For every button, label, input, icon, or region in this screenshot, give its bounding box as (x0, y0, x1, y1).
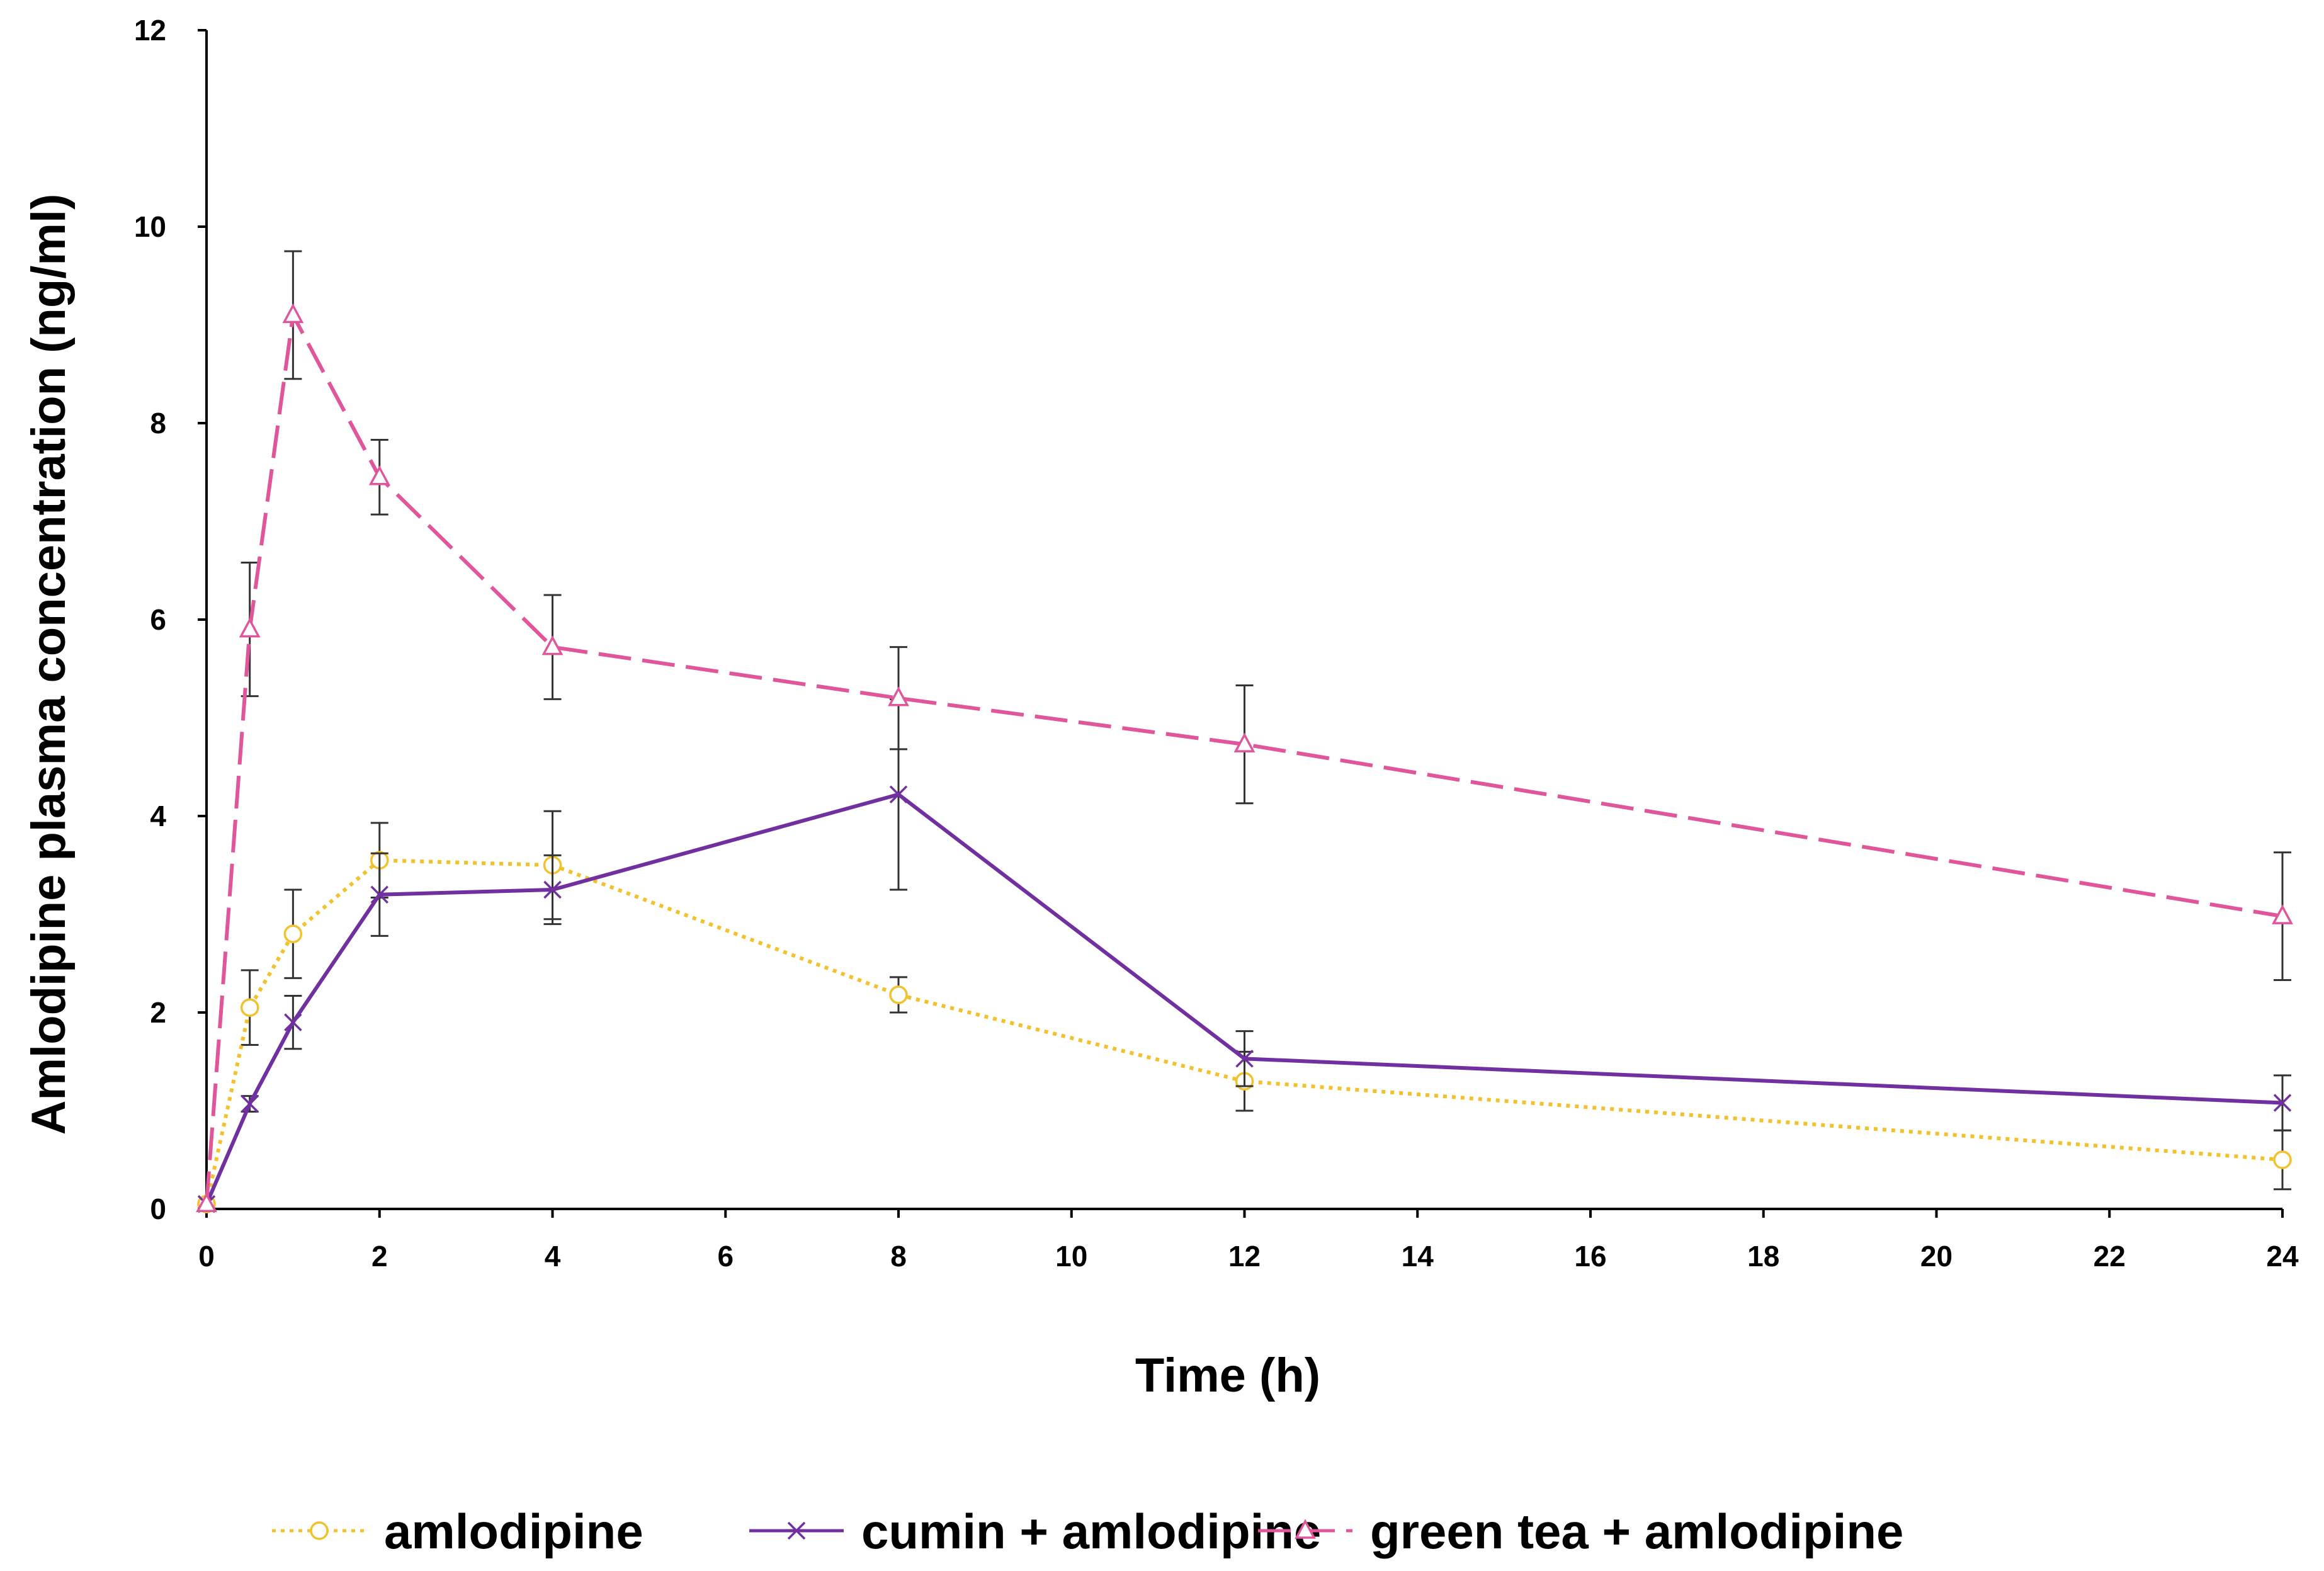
legend-marker (1295, 1519, 1316, 1539)
data-point (282, 303, 304, 324)
data-point (541, 635, 564, 655)
x-tick-label: 14 (1402, 1240, 1434, 1273)
series-line (205, 313, 2283, 1205)
legend-item-2: green tea + amlodipine (1258, 1504, 1903, 1559)
x-tick-label: 18 (1747, 1240, 1779, 1273)
data-point (370, 885, 388, 904)
y-tick-label: 10 (134, 210, 166, 243)
legend-label: amlodipine (384, 1504, 643, 1559)
series-line (205, 858, 2283, 1205)
legend-label: cumin + amlodipine (861, 1504, 1321, 1559)
data-point (239, 617, 261, 638)
y-tick-label: 12 (134, 14, 166, 47)
data-point (283, 924, 303, 943)
x-tick-label: 2 (371, 1240, 388, 1273)
legend-marker (787, 1521, 806, 1540)
x-tick-label: 20 (1920, 1240, 1953, 1273)
series-0 (197, 810, 2292, 1213)
x-tick-label: 0 (198, 1240, 215, 1273)
x-tick-label: 12 (1228, 1240, 1261, 1273)
legend-item-1: cumin + amlodipine (749, 1504, 1321, 1559)
series-2 (196, 250, 2293, 1212)
series-layer (196, 250, 2293, 1213)
data-point (240, 998, 259, 1017)
y-tick-label: 4 (150, 800, 166, 832)
x-tick-label: 10 (1055, 1240, 1087, 1273)
data-point (543, 880, 562, 899)
series-line (205, 792, 2283, 1205)
x-axis-title: Time (h) (1135, 1349, 1320, 1402)
legend: amlodipine cumin + amlodipine green tea + … (272, 1504, 1903, 1559)
y-tick-label: 0 (150, 1193, 166, 1225)
data-point (284, 1013, 302, 1031)
x-tick-label: 6 (717, 1240, 734, 1273)
x-tick-label: 22 (2094, 1240, 2126, 1273)
data-point (1233, 732, 1256, 752)
legend-item-0: amlodipine (272, 1504, 643, 1559)
data-point (889, 985, 908, 1004)
legend-marker (310, 1521, 329, 1540)
y-tick-label: 2 (150, 996, 166, 1029)
data-point (368, 465, 390, 485)
y-tick-label: 8 (150, 407, 166, 440)
data-point (2272, 904, 2293, 924)
x-tick-label: 4 (545, 1240, 561, 1273)
data-point (889, 785, 908, 803)
data-point (888, 686, 909, 706)
y-axis-title: Amlodipine plasma concentration (ng/ml) (22, 194, 76, 1135)
data-point (196, 1192, 217, 1212)
data-point (1235, 1050, 1254, 1068)
data-point (2273, 1150, 2292, 1169)
data-point (2273, 1094, 2292, 1112)
y-tick-label: 6 (150, 603, 166, 636)
x-tick-label: 8 (890, 1240, 907, 1273)
x-tick-label: 16 (1574, 1240, 1606, 1273)
data-point (241, 1094, 259, 1113)
x-tick-label: 24 (2266, 1240, 2299, 1273)
legend-label: green tea + amlodipine (1370, 1504, 1903, 1559)
